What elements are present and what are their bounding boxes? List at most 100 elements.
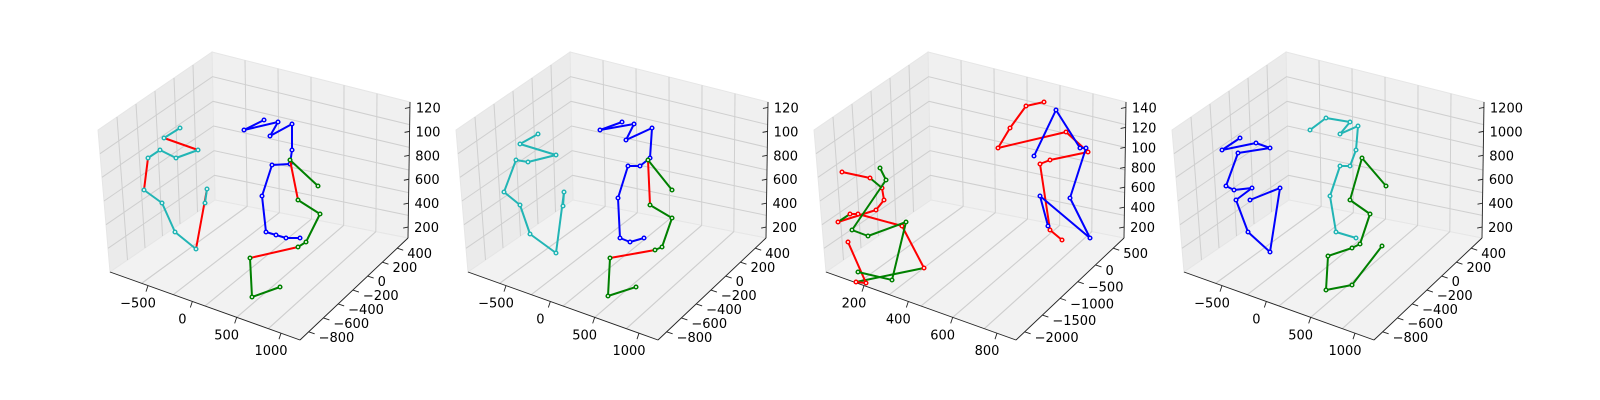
x-axis-line <box>467 271 659 341</box>
y-tick-label: −400 <box>1422 303 1458 318</box>
joint <box>1347 197 1353 203</box>
y-tick-label: 200 <box>750 261 775 276</box>
bone <box>855 267 925 283</box>
y-tick <box>681 317 688 321</box>
z-tick <box>1119 206 1125 209</box>
joint <box>855 269 861 275</box>
z-tick <box>1120 106 1127 109</box>
joint <box>903 219 909 225</box>
y-tick-label: −800 <box>677 331 713 346</box>
joint <box>607 255 613 261</box>
bone <box>1247 231 1271 253</box>
x-tick <box>145 285 149 292</box>
joint <box>553 152 559 158</box>
joint <box>1323 287 1329 293</box>
x-tick-label: 1000 <box>1328 344 1361 359</box>
y-tick-label: −200 <box>363 289 399 304</box>
joint <box>501 189 507 195</box>
joint <box>615 195 621 201</box>
grid-line <box>952 224 1060 318</box>
x-tick-label: 500 <box>214 328 239 343</box>
grid-line <box>1278 218 1386 307</box>
bone <box>609 249 656 259</box>
z-tick <box>403 226 409 229</box>
joint <box>1231 187 1237 193</box>
bone <box>617 165 629 199</box>
joint <box>1367 211 1373 217</box>
joint <box>881 197 887 203</box>
joint <box>1045 223 1051 229</box>
joint <box>1023 103 1029 109</box>
joint <box>863 280 869 286</box>
z-tick-label: 100 <box>416 125 441 140</box>
z-axis-line <box>765 101 769 239</box>
joint <box>849 227 855 233</box>
skeleton-green <box>1323 155 1389 293</box>
bone <box>857 213 903 227</box>
joint <box>1235 150 1241 156</box>
joint <box>1253 140 1259 146</box>
joint <box>873 207 879 213</box>
bone <box>503 191 521 206</box>
joint <box>605 293 611 299</box>
joint <box>633 284 639 290</box>
x-tick-label: −500 <box>478 297 514 312</box>
z-tick <box>762 106 769 109</box>
grid-line <box>459 100 768 178</box>
bone <box>271 163 291 166</box>
joint <box>287 157 293 163</box>
joint <box>855 211 861 217</box>
y-tick <box>1456 261 1463 265</box>
joint <box>883 177 889 183</box>
joint <box>845 239 851 245</box>
grid-line <box>823 174 1125 249</box>
bone <box>1359 213 1371 245</box>
y-tick-label: −400 <box>706 303 742 318</box>
y-tick <box>1382 331 1389 335</box>
joint <box>267 133 273 139</box>
x-tick <box>1263 301 1267 308</box>
joint <box>1347 163 1353 169</box>
joint <box>261 117 267 123</box>
bone <box>647 159 673 191</box>
y-tick-label: −1000 <box>1070 297 1114 312</box>
y-tick <box>1412 303 1419 307</box>
joint <box>297 235 303 241</box>
joint <box>995 145 1001 151</box>
joint <box>1267 145 1273 151</box>
y-tick-label: −600 <box>333 317 369 332</box>
bone <box>997 131 1067 149</box>
joint <box>1325 253 1331 259</box>
joint <box>1063 129 1069 135</box>
y-axis-line <box>1373 237 1483 341</box>
grid-line <box>983 231 1093 330</box>
joint <box>645 157 651 163</box>
y-tick <box>1077 281 1084 285</box>
joint <box>535 131 541 137</box>
bone <box>519 204 531 235</box>
joint <box>1053 107 1059 113</box>
joint <box>1355 123 1361 129</box>
y-tick-label: 200 <box>392 261 417 276</box>
z-tick-label: 120 <box>1132 121 1157 136</box>
x-tick <box>592 317 596 324</box>
joint <box>193 246 199 252</box>
grid-line <box>99 76 410 155</box>
joint <box>1237 135 1243 141</box>
y-tick-label: 0 <box>1105 264 1113 279</box>
x-tick <box>1308 317 1312 324</box>
bone <box>1235 187 1253 201</box>
joint <box>275 119 281 125</box>
x-tick <box>278 333 282 340</box>
bone <box>1329 195 1337 233</box>
joint <box>553 250 559 256</box>
joint <box>1349 245 1355 251</box>
bone <box>1025 101 1045 107</box>
bone <box>1309 117 1327 131</box>
bone <box>143 189 163 204</box>
z-tick-label: 120 <box>774 101 799 116</box>
bone <box>175 149 199 159</box>
bone <box>1069 147 1087 199</box>
